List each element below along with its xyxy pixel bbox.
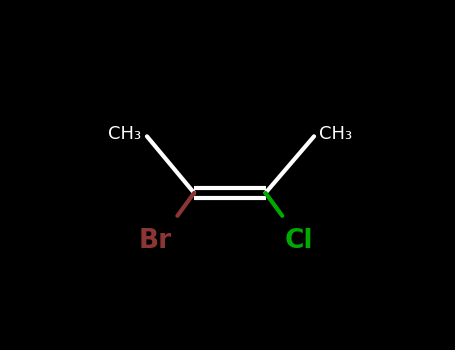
Text: CH₃: CH₃: [319, 125, 353, 143]
Text: CH₃: CH₃: [108, 125, 142, 143]
Text: Br: Br: [138, 229, 172, 254]
Text: Cl: Cl: [285, 229, 313, 254]
